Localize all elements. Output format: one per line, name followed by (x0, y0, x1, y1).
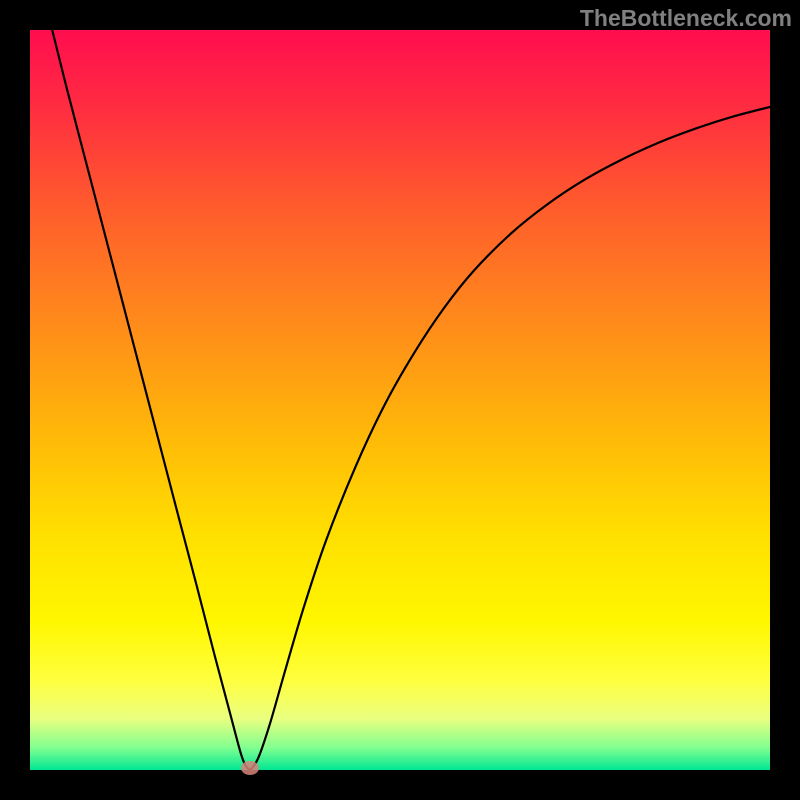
chart-container: TheBottleneck.com (0, 0, 800, 800)
plot-area (30, 30, 770, 770)
watermark-text: TheBottleneck.com (580, 5, 792, 32)
bottleneck-curve (52, 30, 770, 769)
minimum-marker (241, 761, 259, 775)
curve-svg (30, 30, 770, 770)
